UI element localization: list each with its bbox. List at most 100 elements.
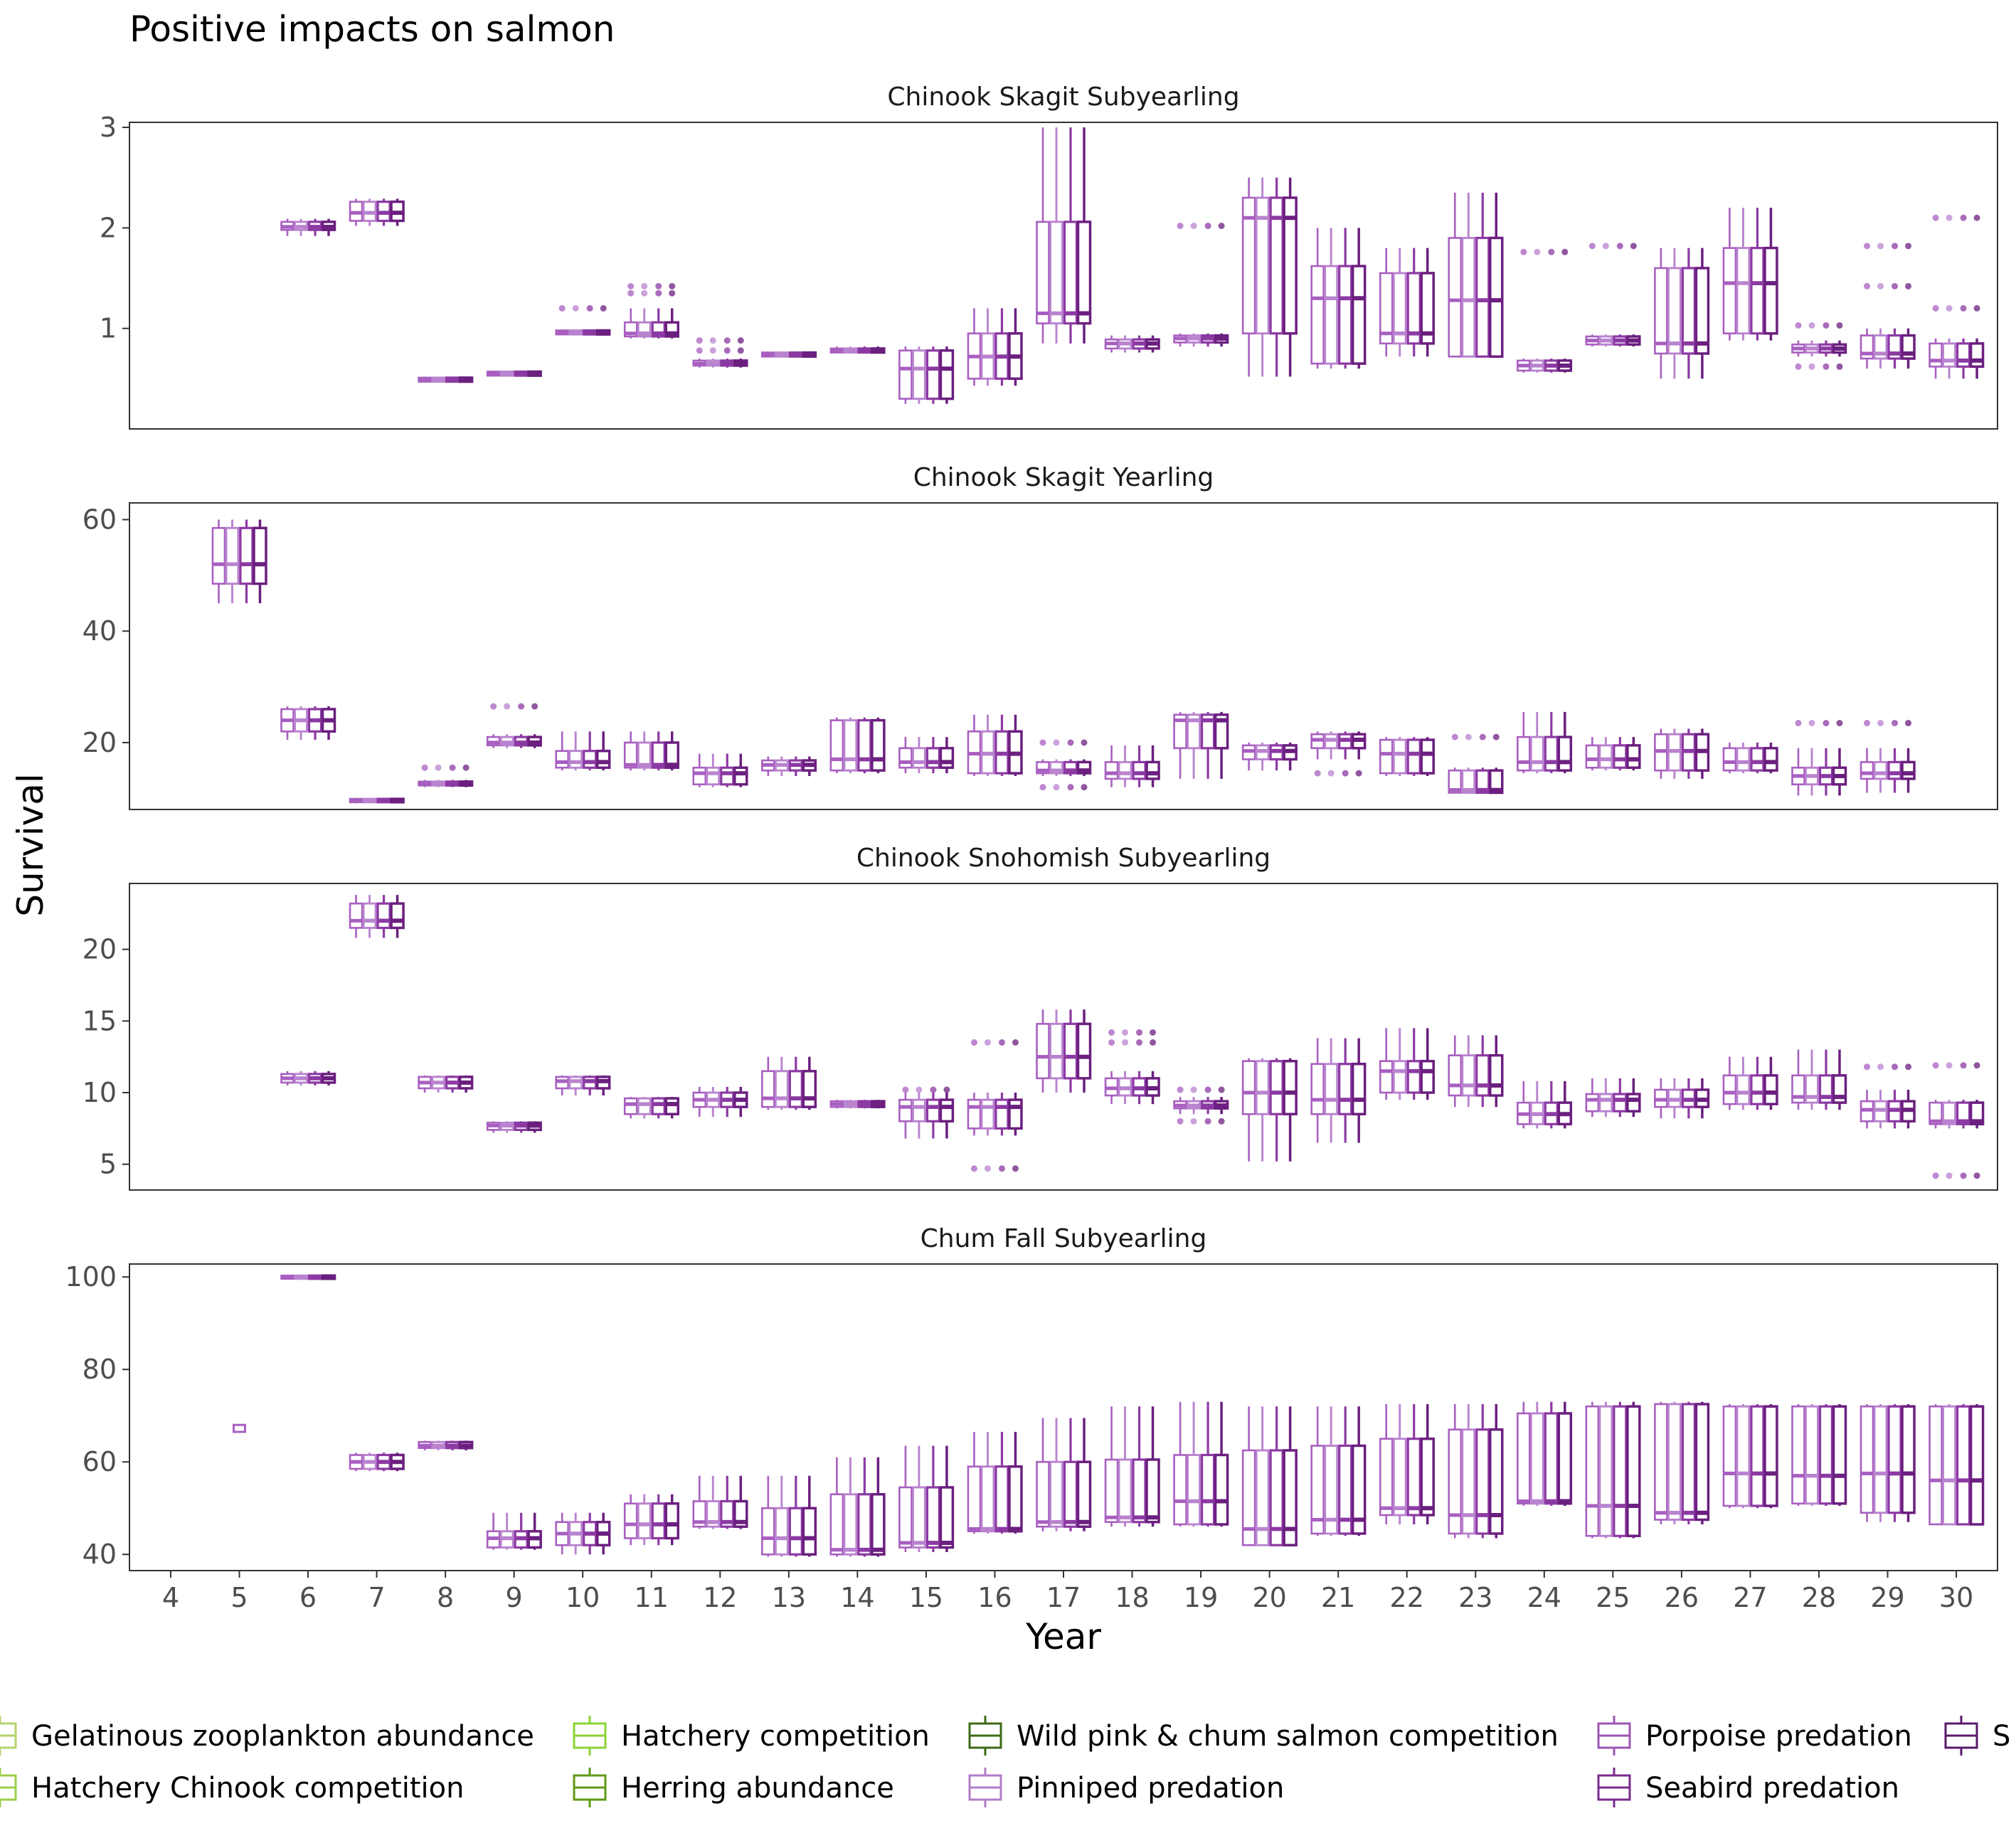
outlier-point bbox=[1548, 248, 1555, 255]
box bbox=[692, 766, 707, 786]
box bbox=[1420, 272, 1435, 345]
box bbox=[1929, 1101, 1943, 1125]
y-tick-label: 1 bbox=[100, 313, 117, 344]
box bbox=[1529, 736, 1544, 772]
outlier-point bbox=[1053, 784, 1060, 791]
box bbox=[911, 747, 926, 769]
box bbox=[225, 526, 240, 585]
box bbox=[1310, 265, 1325, 365]
box bbox=[967, 1465, 982, 1533]
outlier-point bbox=[1355, 770, 1362, 777]
box bbox=[1791, 1405, 1805, 1505]
year-box-group bbox=[1310, 1406, 1367, 1536]
y-tick-label: 3 bbox=[100, 112, 117, 143]
box bbox=[1956, 1101, 1971, 1125]
box bbox=[1379, 1060, 1394, 1094]
box bbox=[1241, 196, 1256, 335]
legend-label: Wild pink & chum salmon competition bbox=[1017, 1720, 1559, 1753]
box bbox=[1805, 1405, 1819, 1505]
box bbox=[1036, 1023, 1050, 1080]
outlier-point bbox=[1177, 1086, 1184, 1093]
outlier-point bbox=[518, 703, 525, 710]
outlier-point bbox=[1892, 243, 1899, 250]
box bbox=[1187, 713, 1201, 750]
box bbox=[871, 1492, 886, 1556]
facet-title: Chinook Snohomish Subyearling bbox=[856, 844, 1270, 873]
x-tick-label: 17 bbox=[1046, 1582, 1081, 1613]
box bbox=[1557, 736, 1573, 772]
outlier-point bbox=[1204, 1117, 1211, 1125]
box bbox=[1448, 769, 1463, 794]
legend-label: Gelatinous zooplankton abundance bbox=[31, 1720, 534, 1753]
year-box-group bbox=[829, 717, 886, 774]
x-tick-label: 6 bbox=[299, 1582, 317, 1613]
outlier-point bbox=[655, 290, 662, 297]
year-box-group bbox=[1379, 737, 1435, 776]
year-box-group bbox=[1585, 1401, 1641, 1539]
box bbox=[994, 1465, 1009, 1533]
box bbox=[1544, 736, 1559, 772]
box bbox=[211, 526, 226, 585]
box bbox=[1200, 1453, 1216, 1526]
box bbox=[1351, 265, 1367, 365]
year-box-group bbox=[1173, 223, 1229, 347]
outlier-point bbox=[435, 764, 442, 771]
box bbox=[939, 1486, 955, 1549]
outlier-point bbox=[1150, 1039, 1157, 1046]
box bbox=[1475, 769, 1490, 795]
box bbox=[1613, 1093, 1628, 1112]
box bbox=[1585, 744, 1600, 769]
x-axis-title: Year bbox=[1025, 1616, 1101, 1657]
box bbox=[1173, 1454, 1187, 1526]
year-box-group bbox=[555, 731, 611, 771]
panel-border bbox=[129, 122, 1998, 430]
year-box-group bbox=[692, 1086, 748, 1117]
box bbox=[1338, 265, 1353, 365]
outlier-point bbox=[723, 347, 731, 354]
x-tick-label: 12 bbox=[703, 1582, 737, 1613]
box bbox=[939, 349, 955, 400]
box bbox=[911, 349, 926, 400]
outlier-point bbox=[709, 337, 716, 344]
box bbox=[1694, 1403, 1710, 1522]
outlier-point bbox=[531, 703, 539, 710]
year-box-group bbox=[1722, 1403, 1778, 1509]
box bbox=[1750, 1074, 1765, 1105]
year-box-group bbox=[232, 1423, 246, 1433]
box bbox=[1654, 1403, 1668, 1521]
box bbox=[967, 1098, 982, 1130]
year-box-group bbox=[692, 753, 748, 787]
x-tick-label: 11 bbox=[635, 1582, 669, 1613]
year-box-group bbox=[623, 282, 679, 339]
year-box-group bbox=[1104, 1406, 1160, 1527]
outlier-point bbox=[1932, 1062, 1939, 1069]
x-tick-label: 30 bbox=[1939, 1582, 1973, 1613]
box bbox=[1860, 1405, 1874, 1514]
outlier-point bbox=[1905, 282, 1912, 290]
outlier-point bbox=[1012, 1039, 1019, 1046]
box bbox=[1461, 237, 1476, 358]
year-box-group bbox=[486, 1121, 542, 1133]
box bbox=[555, 750, 569, 769]
outlier-point bbox=[1905, 1063, 1912, 1071]
box bbox=[1956, 342, 1971, 368]
facet-title: Chinook Skagit Yearling bbox=[913, 463, 1214, 492]
year-box-group bbox=[967, 308, 1023, 386]
box bbox=[706, 766, 721, 786]
box bbox=[1145, 1458, 1160, 1524]
outlier-point bbox=[1808, 363, 1815, 370]
year-box-group bbox=[761, 756, 817, 776]
year-box-group bbox=[1036, 127, 1092, 344]
y-tick-label: 60 bbox=[83, 1446, 117, 1477]
y-tick-label: 2 bbox=[100, 212, 117, 243]
outlier-point bbox=[641, 290, 648, 297]
box bbox=[1461, 1054, 1476, 1097]
box bbox=[871, 718, 886, 772]
x-tick-label: 4 bbox=[162, 1582, 179, 1613]
box bbox=[1076, 221, 1092, 325]
box bbox=[623, 1097, 638, 1115]
outlier-point bbox=[1823, 363, 1830, 370]
year-box-group bbox=[1448, 192, 1504, 359]
x-tick-label: 7 bbox=[368, 1582, 385, 1613]
x-tick-label: 25 bbox=[1596, 1582, 1630, 1613]
